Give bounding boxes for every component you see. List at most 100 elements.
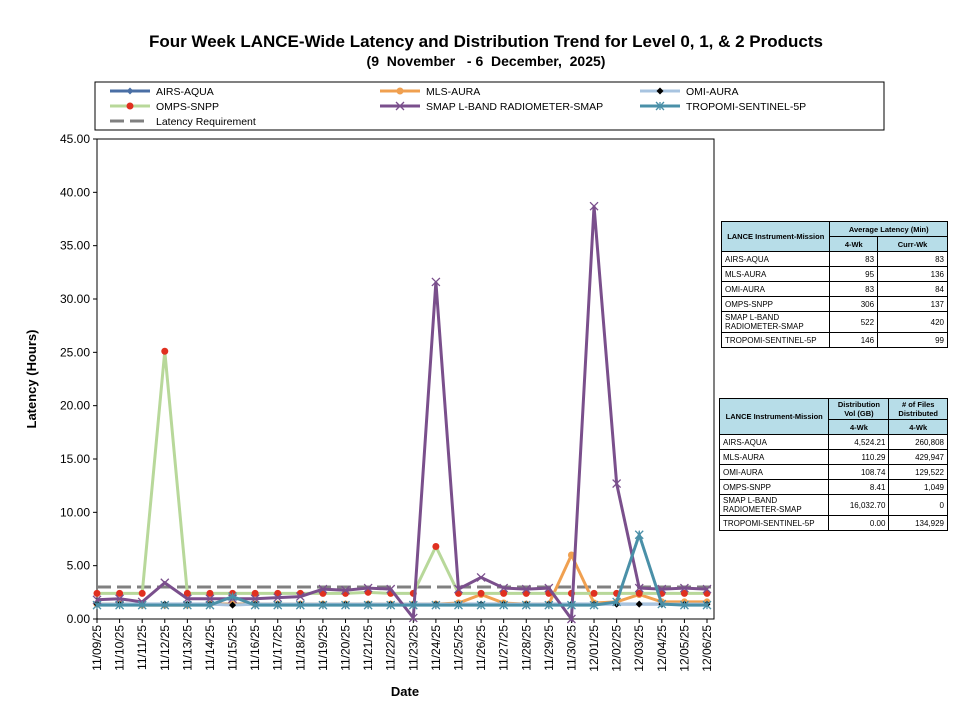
x-tick-label: 11/27/25 bbox=[497, 625, 511, 671]
data-point bbox=[477, 589, 485, 597]
table-cell: 4-Wk bbox=[829, 236, 879, 252]
series-line bbox=[97, 529, 707, 607]
data-point bbox=[521, 584, 531, 594]
table-row: TROPOMI-SENTINEL-5P 146 99 bbox=[720, 332, 948, 348]
table-cell: SMAP L-BAND RADIOMETER-SMAP bbox=[720, 311, 831, 333]
data-point bbox=[476, 600, 486, 610]
series bbox=[92, 529, 712, 610]
data-point bbox=[679, 583, 689, 593]
table-cell: 4-Wk bbox=[888, 419, 948, 435]
x-tick-label: 11/18/25 bbox=[293, 625, 307, 671]
y-axis-label: Latency (Hours) bbox=[24, 330, 39, 429]
data-point bbox=[655, 101, 665, 111]
table-cell: LANCE Instrument-Mission bbox=[718, 398, 830, 435]
data-point bbox=[295, 592, 305, 602]
data-point bbox=[500, 589, 508, 597]
x-tick-label: 11/11/25 bbox=[135, 625, 149, 670]
table-cell: TROPOMI-SENTINEL-5P bbox=[720, 332, 831, 348]
y-tick-label: 15.00 bbox=[60, 452, 90, 466]
data-point bbox=[635, 600, 643, 608]
data-point bbox=[544, 583, 554, 593]
data-point bbox=[395, 101, 405, 111]
table-row: OMPS-SNPP 8.41 1,049 bbox=[718, 479, 948, 495]
table-cell: 134,929 bbox=[888, 515, 948, 531]
x-tick-label: 11/19/25 bbox=[316, 625, 330, 671]
data-point bbox=[431, 277, 441, 287]
x-tick-label: 11/10/25 bbox=[113, 625, 127, 671]
x-tick-label: 11/13/25 bbox=[180, 625, 194, 671]
x-tick-label: 12/05/25 bbox=[677, 625, 691, 672]
data-point bbox=[656, 87, 664, 95]
data-point bbox=[206, 589, 214, 597]
table-cell: TROPOMI-SENTINEL-5P bbox=[718, 515, 830, 531]
table-cell: Average Latency (Min) bbox=[829, 221, 948, 237]
table-cell: 129,522 bbox=[888, 464, 948, 480]
x-tick-label: 12/02/25 bbox=[610, 625, 624, 672]
series-line bbox=[97, 351, 707, 595]
series bbox=[92, 201, 712, 624]
data-point bbox=[408, 613, 418, 623]
legend-label: OMPS-SNPP bbox=[156, 101, 219, 113]
data-point bbox=[454, 600, 463, 610]
table-cell: 522 bbox=[829, 311, 879, 333]
plot-area bbox=[96, 138, 715, 620]
table-cell: OMI-AURA bbox=[718, 464, 830, 480]
chart-title: Four Week LANCE-Wide Latency and Distrib… bbox=[149, 32, 823, 51]
data-point bbox=[138, 589, 146, 597]
x-tick-label: 11/23/25 bbox=[406, 625, 420, 671]
table-row: SMAP L-BAND RADIOMETER-SMAP 16,032.70 0 bbox=[718, 494, 948, 516]
table-cell: AIRS-AQUA bbox=[718, 434, 830, 450]
data-point bbox=[126, 87, 134, 95]
x-tick-label: 11/29/25 bbox=[542, 625, 556, 671]
table-cell: # of Files Distributed bbox=[888, 398, 948, 420]
data-point bbox=[589, 201, 599, 211]
table-cell: SMAP L-BAND RADIOMETER-SMAP bbox=[718, 494, 830, 516]
table-row: TROPOMI-SENTINEL-5P 0.00 134,929 bbox=[718, 515, 948, 531]
table-row: LANCE Instrument-Mission Distribution Vol… bbox=[718, 398, 948, 435]
x-tick-label: 11/20/25 bbox=[339, 625, 353, 671]
y-tick-label: 25.00 bbox=[60, 345, 90, 359]
data-point bbox=[229, 601, 237, 609]
data-point bbox=[408, 600, 418, 610]
data-point bbox=[92, 600, 102, 610]
table-cell: 83 bbox=[829, 251, 879, 267]
y-tick-label: 0.00 bbox=[67, 612, 91, 626]
data-point bbox=[273, 600, 283, 610]
x-tick-label: 11/30/25 bbox=[564, 625, 578, 671]
data-point bbox=[589, 600, 599, 610]
table-cell: OMPS-SNPP bbox=[720, 296, 831, 312]
data-point bbox=[363, 583, 373, 593]
table-cell: 137 bbox=[877, 296, 948, 312]
data-point bbox=[250, 600, 260, 610]
data-point bbox=[386, 584, 396, 594]
data-point bbox=[612, 479, 622, 488]
table-cell: 136 bbox=[877, 266, 948, 282]
data-point bbox=[657, 599, 667, 609]
data-point bbox=[521, 600, 531, 610]
data-point bbox=[566, 600, 576, 610]
data-point bbox=[679, 600, 689, 610]
x-tick-label: 11/26/25 bbox=[474, 625, 488, 671]
table-row: OMI-AURA 108.74 129,522 bbox=[718, 464, 948, 480]
data-point bbox=[182, 600, 192, 610]
table-cell: 420 bbox=[877, 311, 948, 333]
x-tick-label: 11/17/25 bbox=[271, 625, 285, 671]
x-tick-label: 11/12/25 bbox=[158, 625, 172, 671]
data-point bbox=[341, 600, 350, 610]
data-point bbox=[386, 600, 396, 610]
data-point bbox=[160, 600, 170, 610]
table-cell: 146 bbox=[829, 332, 879, 348]
table-cell: 8.41 bbox=[828, 479, 890, 495]
x-tick-label: 12/06/25 bbox=[700, 625, 714, 672]
x-tick-label: 12/03/25 bbox=[632, 625, 646, 672]
table-row: OMI-AURA 83 84 bbox=[720, 281, 948, 297]
table-cell: MLS-AURA bbox=[718, 449, 830, 465]
table-row: AIRS-AQUA 83 83 bbox=[720, 251, 948, 267]
table-cell: 260,808 bbox=[888, 434, 948, 450]
data-point bbox=[115, 600, 125, 610]
data-point bbox=[228, 592, 238, 602]
distribution-table: LANCE Instrument-Mission Distribution Vol… bbox=[718, 398, 948, 531]
table-cell: AIRS-AQUA bbox=[720, 251, 831, 267]
data-point bbox=[476, 572, 486, 582]
data-point bbox=[499, 600, 509, 610]
